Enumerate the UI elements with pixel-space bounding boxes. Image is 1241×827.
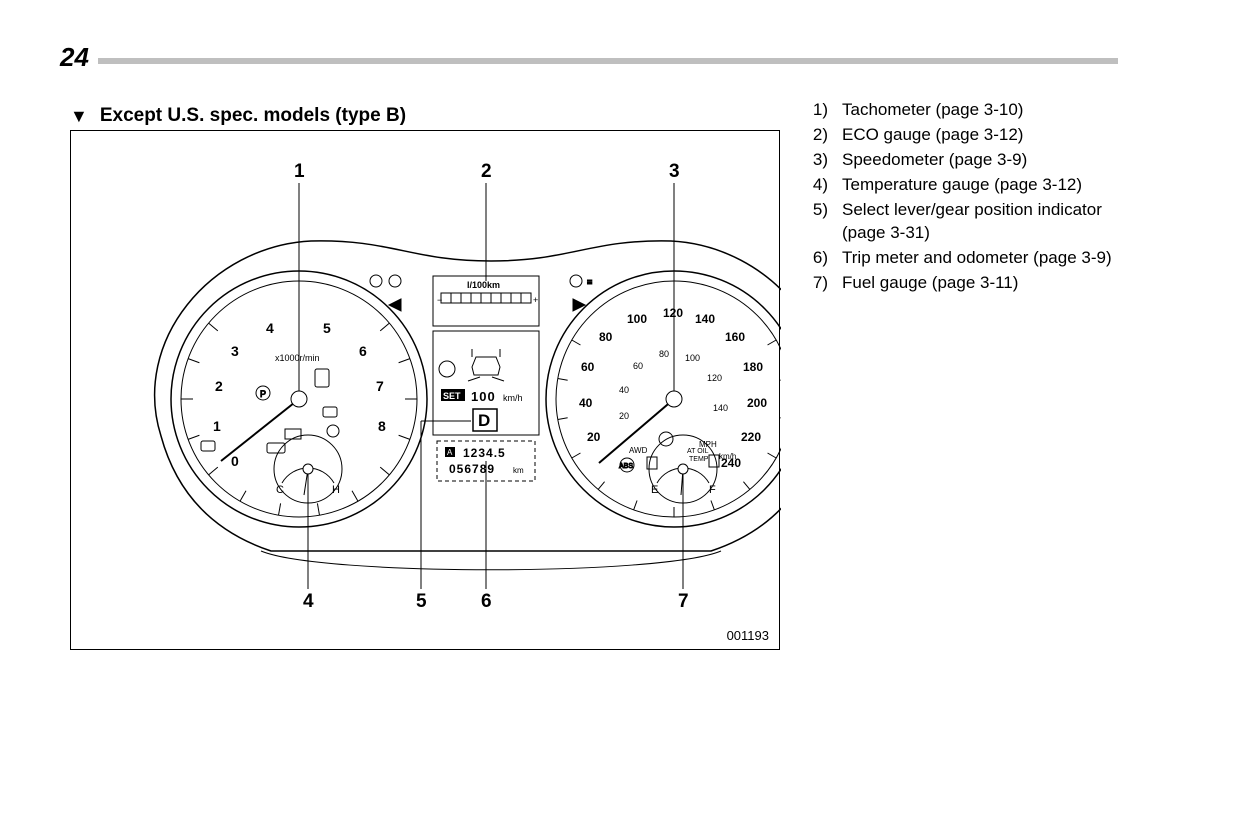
- svg-text:E: E: [651, 484, 658, 496]
- svg-text:TEMP: TEMP: [689, 456, 709, 463]
- svg-text:l/100km: l/100km: [467, 280, 500, 290]
- svg-text:4: 4: [266, 320, 274, 336]
- svg-text:≡: ≡: [587, 277, 592, 287]
- instrument-cluster-diagram: 0 1 2 3 4 5 6 7 8: [71, 131, 781, 651]
- svg-text:80: 80: [599, 330, 613, 344]
- svg-text:40: 40: [579, 396, 593, 410]
- triangle-marker-icon: ▼: [70, 107, 88, 125]
- svg-text:ABS: ABS: [619, 463, 633, 470]
- svg-text:160: 160: [725, 330, 745, 344]
- svg-text:140: 140: [713, 403, 728, 413]
- svg-text:20: 20: [619, 411, 629, 421]
- svg-text:056789: 056789: [449, 462, 495, 476]
- svg-text:60: 60: [633, 361, 643, 371]
- svg-text:20: 20: [587, 430, 601, 444]
- svg-text:D: D: [478, 411, 490, 430]
- svg-text:140: 140: [695, 312, 715, 326]
- svg-text:C: C: [276, 484, 284, 496]
- svg-text:km: km: [513, 466, 524, 475]
- svg-text:120: 120: [663, 306, 683, 320]
- svg-text:80: 80: [659, 349, 669, 359]
- page-number: 24: [60, 42, 89, 73]
- legend-item: 1)Tachometer (page 3-10): [810, 99, 1140, 122]
- svg-text:A: A: [447, 448, 453, 457]
- legend-item: 3)Speedometer (page 3-9): [810, 149, 1140, 172]
- svg-text:8: 8: [378, 418, 386, 434]
- svg-text:1: 1: [213, 418, 221, 434]
- legend-item: 6)Trip meter and odometer (page 3-9): [810, 247, 1140, 270]
- svg-text:1234.5: 1234.5: [463, 446, 506, 460]
- section-title: Except U.S. spec. models (type B): [100, 105, 406, 127]
- svg-text:AT OIL: AT OIL: [687, 448, 709, 455]
- svg-text:220: 220: [741, 430, 761, 444]
- svg-text:F: F: [709, 484, 716, 496]
- svg-text:+: +: [533, 295, 538, 305]
- svg-text:km/h: km/h: [503, 393, 523, 403]
- svg-text:km/h: km/h: [719, 452, 736, 461]
- svg-text:120: 120: [707, 373, 722, 383]
- svg-text:5: 5: [323, 320, 331, 336]
- svg-text:AWD: AWD: [629, 446, 648, 455]
- svg-text:0: 0: [231, 453, 239, 469]
- section-header: ▼ Except U.S. spec. models (type B): [70, 105, 406, 127]
- svg-text:P: P: [260, 389, 266, 399]
- legend-item: 7)Fuel gauge (page 3-11): [810, 272, 1140, 295]
- svg-text:SET: SET: [443, 391, 461, 401]
- legend-list: 1)Tachometer (page 3-10) 2)ECO gauge (pa…: [810, 99, 1140, 297]
- legend-item: 2)ECO gauge (page 3-12): [810, 124, 1140, 147]
- svg-text:7: 7: [376, 378, 384, 394]
- figure-box: 1 2 3 4 5 6 7 0 1 2 3 4 5 6 7 8: [70, 130, 780, 650]
- legend-item: 4)Temperature gauge (page 3-12): [810, 174, 1140, 197]
- svg-text:−: −: [437, 295, 442, 305]
- svg-text:40: 40: [619, 385, 629, 395]
- svg-text:100: 100: [627, 312, 647, 326]
- figure-id: 001193: [727, 628, 769, 643]
- svg-text:100: 100: [685, 353, 700, 363]
- svg-text:200: 200: [747, 396, 767, 410]
- svg-text:180: 180: [743, 360, 763, 374]
- tach-unit-label: x1000r/min: [275, 353, 320, 363]
- svg-text:100: 100: [471, 389, 496, 404]
- svg-text:60: 60: [581, 360, 595, 374]
- svg-text:H: H: [332, 484, 340, 496]
- svg-text:6: 6: [359, 343, 367, 359]
- legend-item: 5)Select lever/gear position indicator (…: [810, 199, 1140, 245]
- svg-text:2: 2: [215, 378, 223, 394]
- svg-text:3: 3: [231, 343, 239, 359]
- header-rule: [98, 58, 1118, 64]
